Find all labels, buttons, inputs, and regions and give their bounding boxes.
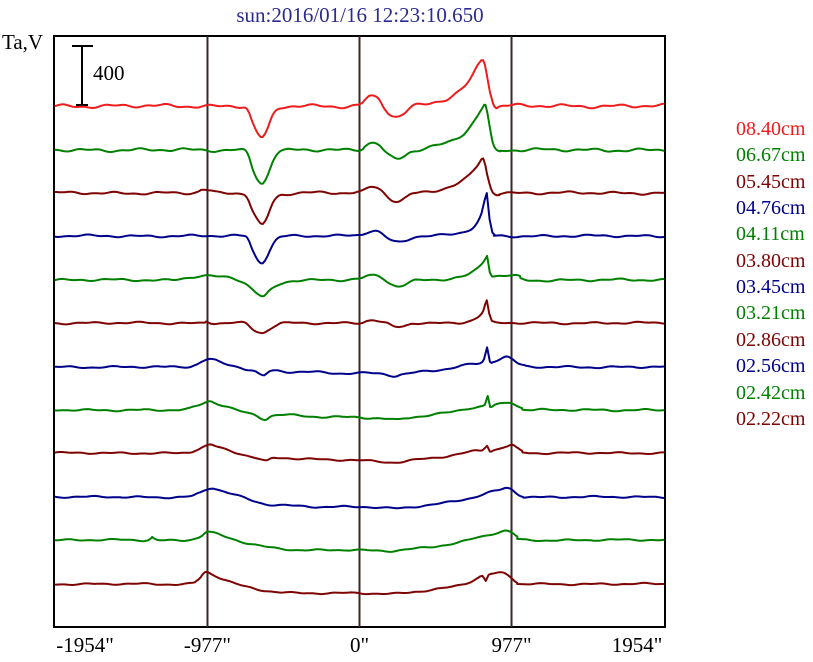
legend-item-08.40cm: 08.40cm bbox=[736, 118, 806, 140]
y-axis-label: Ta,V bbox=[2, 30, 44, 54]
scan-trace-03.80cm bbox=[54, 299, 665, 335]
scale-bar-value: 400 bbox=[93, 61, 125, 85]
legend-item-03.80cm: 03.80cm bbox=[736, 249, 806, 272]
scan-trace-02.56cm bbox=[54, 486, 665, 510]
legend-item-02.56cm: 02.56cm bbox=[736, 355, 806, 378]
legend-item-06.67cm: 06.67cm bbox=[736, 144, 806, 167]
scan-trace-04.76cm bbox=[54, 192, 665, 265]
legend-item-04.76cm: 04.76cm bbox=[736, 197, 806, 220]
legend-item-02.22cm: 02.22cm bbox=[736, 407, 806, 430]
x-tick-label--1954: -1954" bbox=[56, 633, 114, 657]
scan-trace-02.86cm bbox=[54, 443, 665, 464]
scan-trace-05.45cm bbox=[54, 157, 665, 226]
x-tick-label--977: -977" bbox=[183, 633, 231, 657]
scan-trace-04.11cm bbox=[54, 254, 665, 298]
scan-trace-02.42cm bbox=[54, 529, 665, 553]
scan-trace-08.40cm bbox=[54, 59, 665, 138]
scan-trace-06.67cm bbox=[54, 103, 665, 185]
legend-item-03.45cm: 03.45cm bbox=[736, 276, 806, 299]
legend-item-03.21cm: 03.21cm bbox=[736, 302, 806, 325]
legend-item-04.11cm: 04.11cm bbox=[736, 223, 805, 246]
chart-title: sun:2016/01/16 12:23:10.650 bbox=[236, 3, 484, 27]
legend-item-02.42cm: 02.42cm bbox=[736, 381, 806, 404]
x-tick-label-977: 977" bbox=[491, 633, 532, 657]
legend-item-02.86cm: 02.86cm bbox=[736, 328, 806, 351]
x-tick-label-1954: 1954" bbox=[611, 633, 663, 657]
legend-item-05.45cm: 05.45cm bbox=[736, 170, 806, 193]
scan-trace-03.45cm bbox=[54, 346, 665, 378]
scan-trace-03.21cm bbox=[54, 394, 665, 421]
x-tick-label-0: 0" bbox=[349, 633, 370, 657]
scan-trace-02.22cm bbox=[54, 570, 665, 596]
